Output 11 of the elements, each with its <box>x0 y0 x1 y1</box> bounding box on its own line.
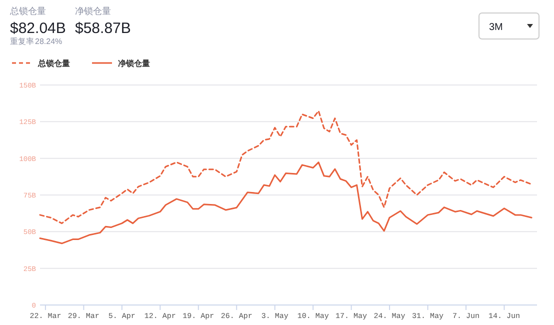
text: $82.04B <box>10 20 66 37</box>
legend-label: 净锁仓量 <box>118 59 150 68</box>
line-series <box>39 162 532 244</box>
text: 净锁仓量 <box>75 6 111 16</box>
line-series <box>39 110 532 224</box>
text: 3M <box>489 22 503 33</box>
text: 总锁仓量 <box>9 6 46 16</box>
text: $58.87B <box>75 20 131 37</box>
legend-label: 总锁仓量 <box>37 59 70 68</box>
text: 重复率 <box>10 37 34 46</box>
text: 28.24% <box>35 37 62 46</box>
